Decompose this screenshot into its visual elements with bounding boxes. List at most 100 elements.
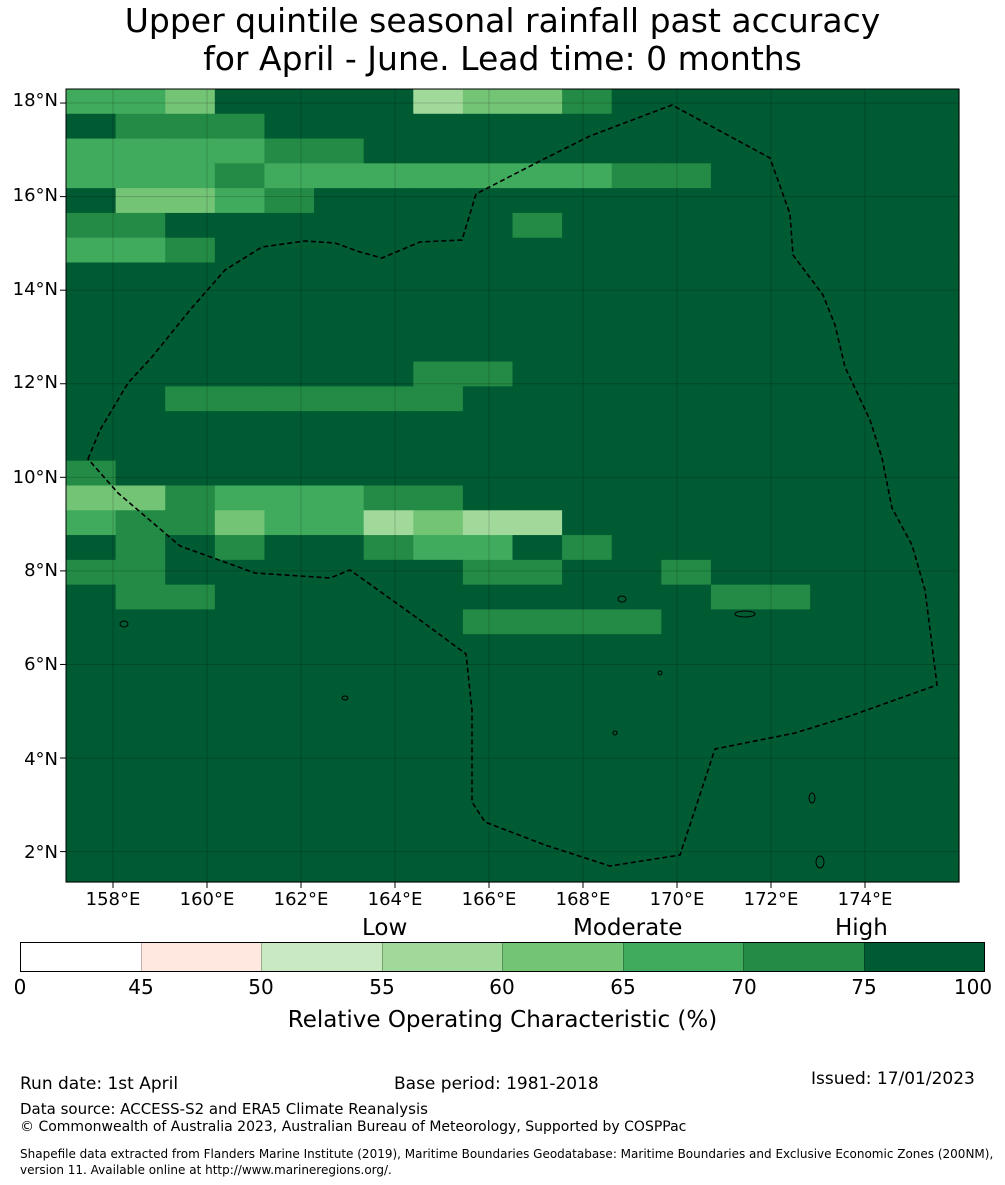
grid-cell xyxy=(760,634,811,660)
grid-cell xyxy=(611,287,662,313)
grid-cell xyxy=(512,411,563,437)
grid-cell xyxy=(462,708,514,734)
grid-cell xyxy=(214,386,266,412)
grid-cell xyxy=(363,683,414,710)
colorbar-label: Relative Operating Characteristic (%) xyxy=(287,1007,718,1033)
grid-cell xyxy=(66,535,117,561)
grid-cell xyxy=(165,113,216,140)
lat-label: 8°N xyxy=(24,560,58,581)
grid-cell xyxy=(562,683,613,710)
grid-cell xyxy=(115,212,166,239)
grid-cell xyxy=(512,262,563,288)
grid-cell xyxy=(611,609,662,635)
grid-cell xyxy=(661,683,712,710)
grid-cell xyxy=(909,782,960,809)
grid-cell xyxy=(661,138,712,164)
grid-cell xyxy=(314,708,365,734)
grid-cell xyxy=(314,609,365,635)
colorbar-tick: 75 xyxy=(851,975,877,999)
grid-cell xyxy=(512,287,563,313)
grid-cell xyxy=(810,485,861,511)
grid-cell xyxy=(909,435,960,462)
grid-cell xyxy=(810,609,861,635)
grid-cell xyxy=(512,361,563,387)
data-source: Data source: ACCESS-S2 and ERA5 Climate … xyxy=(20,1100,428,1118)
grid-cell xyxy=(165,708,216,734)
grid-cell xyxy=(115,262,166,288)
grid-cell xyxy=(810,584,861,611)
lon-label: 158°E xyxy=(85,889,141,910)
grid-cell xyxy=(562,113,613,140)
grid-cell xyxy=(810,535,861,561)
grid-cell xyxy=(66,361,117,387)
colorbar-tick: 60 xyxy=(489,975,515,999)
grid-cell xyxy=(66,411,117,437)
grid-cell xyxy=(214,312,266,338)
grid-cell xyxy=(661,312,712,338)
grid-cell xyxy=(314,460,365,487)
grid-cell xyxy=(214,287,266,313)
grid-cell xyxy=(115,609,166,635)
grid-cell xyxy=(512,708,563,734)
grid-cell xyxy=(562,212,613,239)
grid-cell xyxy=(264,559,315,586)
grid-cell xyxy=(66,336,117,363)
grid-cell xyxy=(413,609,464,635)
grid-cell xyxy=(413,138,464,164)
grid-cell xyxy=(661,658,712,685)
grid-cell xyxy=(909,89,960,115)
grid-cell xyxy=(264,758,315,784)
grid-cell xyxy=(66,758,117,784)
grid-cell xyxy=(462,559,514,586)
grid-cell xyxy=(363,138,414,164)
grid-cell xyxy=(909,535,960,561)
grid-cell xyxy=(661,634,712,660)
island-1 xyxy=(119,620,129,628)
grid-cell xyxy=(710,758,762,784)
grid-cell xyxy=(413,683,464,710)
grid-cell xyxy=(115,634,166,660)
grid-cell xyxy=(909,386,960,412)
grid-cell xyxy=(562,262,613,288)
grid-cell xyxy=(512,832,563,858)
grid-cell xyxy=(462,857,514,883)
grid-cell xyxy=(909,708,960,734)
grid-cell xyxy=(859,857,910,883)
grid-cell xyxy=(859,237,910,264)
grid-cell xyxy=(214,188,266,214)
grid-cell xyxy=(710,361,762,387)
colorbar-segment xyxy=(622,943,743,971)
grid-cell xyxy=(710,535,762,561)
grid-cell xyxy=(661,609,712,635)
grid-cell xyxy=(214,658,266,685)
grid-cell xyxy=(462,634,514,660)
lon-label: 164°E xyxy=(367,889,423,910)
grid-cell xyxy=(314,287,365,313)
grid-cell xyxy=(214,832,266,858)
grid-cell xyxy=(611,658,662,685)
grid-cell xyxy=(214,609,266,635)
grid-cell xyxy=(710,708,762,734)
grid-cell xyxy=(661,89,712,115)
island-outlines xyxy=(119,595,825,869)
grid-cell xyxy=(66,609,117,635)
grid-cell xyxy=(264,733,315,759)
category-low: Low xyxy=(362,915,408,941)
grid-cell xyxy=(363,212,414,239)
chart-title: Upper quintile seasonal rainfall past ac… xyxy=(0,2,1005,78)
grid-cell xyxy=(562,733,613,759)
grid-cell xyxy=(115,658,166,685)
run-date: Run date: 1st April xyxy=(20,1074,179,1094)
grid-cell xyxy=(859,683,910,710)
grid-cell xyxy=(909,262,960,288)
grid-cell xyxy=(165,89,216,115)
grid-cell xyxy=(363,485,414,511)
grid-cell xyxy=(562,188,613,214)
lat-label: 16°N xyxy=(12,185,58,206)
grid-cell xyxy=(562,535,613,561)
grid-cell xyxy=(859,559,910,586)
grid-cell xyxy=(562,708,613,734)
issued-date: Issued: 17/01/2023 xyxy=(811,1069,975,1089)
grid-cell xyxy=(859,758,910,784)
grid-cell xyxy=(413,658,464,685)
